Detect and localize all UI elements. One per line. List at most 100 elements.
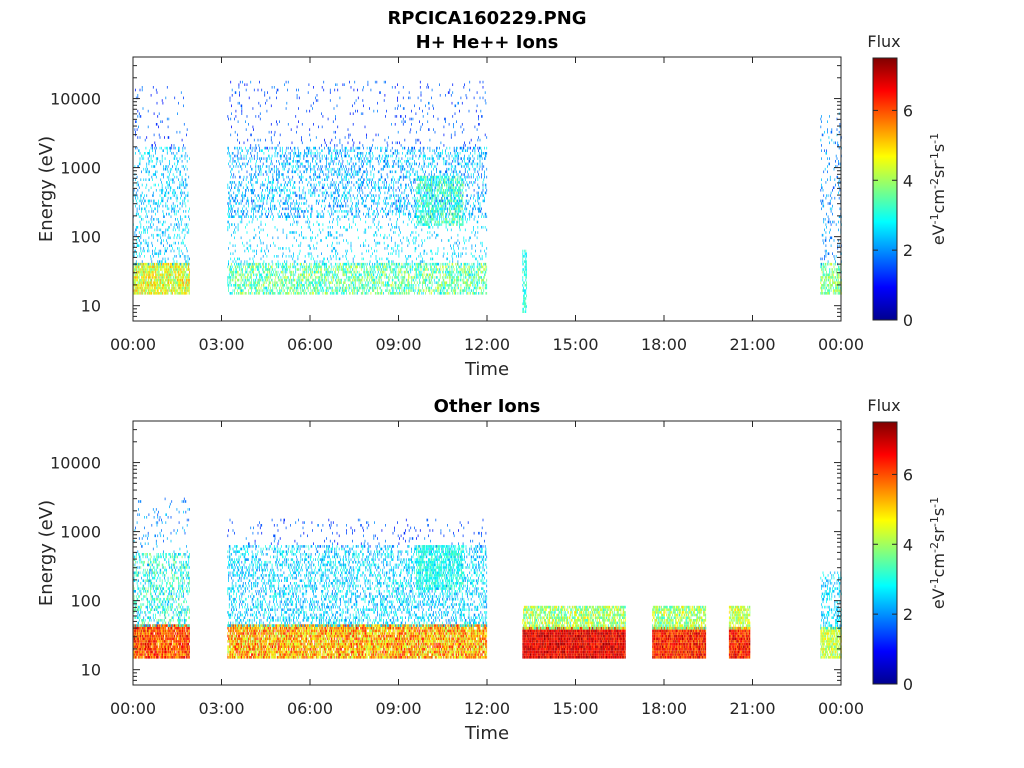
spectrogram-cell — [270, 163, 271, 166]
spectrogram-cell — [254, 237, 255, 240]
spectrogram-cell — [274, 165, 275, 168]
spectrogram-cell — [416, 266, 417, 269]
spectrogram-cell — [142, 271, 143, 274]
spectrogram-cell — [328, 234, 329, 237]
spectrogram-cell — [277, 229, 278, 232]
spectrogram-cell — [451, 229, 452, 232]
spectrogram-cell — [407, 239, 408, 242]
spectrogram-cell — [251, 176, 252, 179]
spectrogram-cell — [323, 223, 324, 226]
spectrogram-cell — [371, 281, 372, 284]
spectrogram-cell — [382, 274, 383, 277]
spectrogram-cell — [185, 147, 186, 150]
spectrogram-cell — [258, 194, 259, 197]
spectrogram-cell — [338, 276, 339, 279]
spectrogram-cell — [311, 239, 312, 242]
spectrogram-cell — [145, 268, 146, 271]
spectrogram-cell — [289, 268, 290, 271]
spectrogram-cell — [393, 279, 394, 282]
spectrogram-cell — [394, 263, 395, 266]
spectrogram-cell — [246, 281, 247, 284]
spectrogram-cell — [262, 205, 263, 208]
spectrogram-cell — [485, 215, 486, 218]
spectrogram-cell — [409, 284, 410, 287]
spectrogram-cell — [475, 274, 476, 277]
spectrogram-cell — [281, 284, 282, 287]
spectrogram-cell — [163, 176, 164, 179]
spectrogram-cell — [419, 279, 420, 282]
spectrogram-cell — [442, 263, 443, 266]
spectrogram-cell — [452, 263, 453, 266]
spectrogram-cell — [185, 266, 186, 269]
spectrogram-cell — [277, 274, 278, 277]
spectrogram-cell — [134, 252, 135, 255]
spectrogram-cell — [321, 276, 322, 279]
spectrogram-cell — [272, 292, 273, 295]
spectrogram-cell — [404, 271, 405, 274]
spectrogram-cell — [149, 178, 150, 181]
spectrogram-cell — [294, 171, 295, 174]
spectrogram-cell — [154, 287, 155, 290]
spectrogram-cell — [250, 292, 251, 295]
spectrogram-cell — [144, 279, 145, 282]
spectrogram-cell — [139, 200, 140, 203]
spectrogram-cell — [234, 284, 235, 287]
spectrogram-cell — [163, 289, 164, 292]
spectrogram-cell — [251, 276, 252, 279]
spectrogram-cell — [437, 284, 438, 287]
spectrogram-cell — [136, 229, 137, 232]
spectrogram-cell — [294, 147, 295, 150]
spectrogram-cell — [187, 168, 188, 171]
spectrogram-cell — [159, 112, 160, 115]
spectrogram-cell — [177, 223, 178, 226]
spectrogram-cell — [450, 284, 451, 287]
spectrogram-cell — [167, 279, 168, 282]
spectrogram-cell — [446, 289, 447, 292]
spectrogram-cell — [330, 231, 331, 234]
spectrogram-cell — [241, 210, 242, 213]
spectrogram-cell — [160, 250, 161, 253]
spectrogram-cell — [272, 186, 273, 189]
spectrogram-cell — [410, 284, 411, 287]
spectrogram-cell — [168, 237, 169, 240]
spectrogram-cell — [339, 284, 340, 287]
spectrogram-cell — [255, 279, 256, 282]
spectrogram-cell — [323, 289, 324, 292]
spectrogram-cell — [376, 287, 377, 290]
spectrogram-cell — [187, 250, 188, 253]
spectrogram-cell — [161, 200, 162, 203]
spectrogram-cell — [152, 144, 153, 147]
spectrogram-cell — [306, 292, 307, 295]
spectrogram-cell — [376, 234, 377, 237]
spectrogram-cell — [320, 260, 321, 263]
spectrogram-cell — [345, 289, 346, 292]
spectrogram-cell — [418, 255, 419, 258]
spectrogram-cell — [303, 284, 304, 287]
spectrogram-cell — [153, 268, 154, 271]
spectrogram-cell — [258, 200, 259, 203]
spectrogram-cell — [329, 284, 330, 287]
spectrogram-cell — [247, 186, 248, 189]
spectrogram-cell — [294, 181, 295, 184]
spectrogram-cell — [236, 194, 237, 197]
spectrogram-cell — [361, 263, 362, 266]
spectrogram-cell — [406, 284, 407, 287]
spectrogram-cell — [439, 292, 440, 295]
spectrogram-cell — [427, 274, 428, 277]
spectrogram-cell — [373, 271, 374, 274]
spectrogram-cell — [329, 221, 330, 224]
spectrogram-cell — [143, 274, 144, 277]
spectrogram-cell — [171, 268, 172, 271]
spectrogram-cell — [157, 263, 158, 266]
spectrogram-cell — [300, 263, 301, 266]
spectrogram-cell — [297, 292, 298, 295]
spectrogram-cell — [294, 213, 295, 216]
spectrogram-cell — [257, 157, 258, 160]
spectrogram-cell — [234, 237, 235, 240]
spectrogram-cell — [181, 289, 182, 292]
spectrogram-cell — [146, 289, 147, 292]
spectrogram-cell — [356, 287, 357, 290]
spectrogram-cell — [299, 276, 300, 279]
spectrogram-cell — [149, 210, 150, 213]
spectrogram-cell — [388, 223, 389, 226]
